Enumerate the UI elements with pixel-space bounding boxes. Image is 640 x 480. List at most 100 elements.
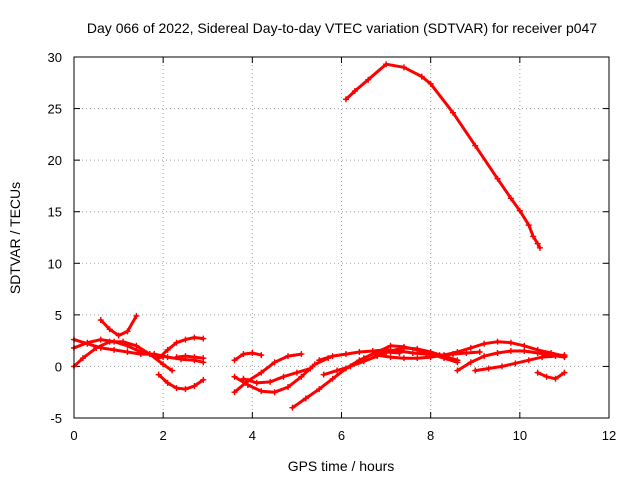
series-sat-t <box>342 61 543 251</box>
data-point <box>334 367 341 374</box>
x-tick-label: 12 <box>602 428 616 443</box>
data-point <box>133 342 140 349</box>
data-point <box>521 342 528 349</box>
data-point <box>454 359 461 366</box>
data-point <box>258 352 265 359</box>
data-point <box>347 363 354 370</box>
data-point <box>271 389 278 396</box>
data-point <box>191 383 198 390</box>
data-point <box>507 339 514 346</box>
data-point <box>231 357 238 364</box>
data-point <box>253 379 260 386</box>
data-point <box>418 73 425 80</box>
data-series <box>71 61 568 411</box>
series-line <box>291 350 401 410</box>
data-point <box>200 335 207 342</box>
series-sat-e <box>155 334 207 362</box>
data-point <box>356 348 363 355</box>
x-tick-label: 6 <box>338 428 345 443</box>
x-tick-label: 0 <box>70 428 77 443</box>
data-point <box>271 359 278 366</box>
data-point <box>383 61 390 68</box>
data-point <box>106 326 113 333</box>
series-line <box>536 371 566 381</box>
data-point <box>427 354 434 361</box>
data-point <box>454 367 461 374</box>
data-point <box>387 342 394 349</box>
data-point <box>258 369 265 376</box>
data-point <box>539 354 546 361</box>
data-point <box>414 346 421 353</box>
series-line <box>241 367 312 385</box>
data-point <box>173 354 180 361</box>
series-line <box>157 373 205 391</box>
data-point <box>316 357 323 364</box>
data-point <box>173 385 180 392</box>
data-point <box>494 338 501 345</box>
series-sat-d <box>97 312 140 339</box>
data-point <box>494 175 501 182</box>
data-point <box>414 355 421 362</box>
series-sat-j <box>231 355 332 396</box>
data-point <box>499 363 505 370</box>
data-point <box>164 346 171 353</box>
data-point <box>561 369 568 376</box>
x-tick-label: 2 <box>160 428 167 443</box>
y-tick-label: 10 <box>48 256 62 271</box>
data-point <box>342 351 349 358</box>
data-point <box>293 369 300 376</box>
data-point <box>481 353 488 360</box>
series-sat-p <box>374 338 568 362</box>
series-sat-o <box>360 342 461 366</box>
data-point <box>182 336 189 343</box>
y-tick-label: 0 <box>55 359 62 374</box>
data-point <box>476 348 483 355</box>
data-point <box>93 344 100 351</box>
data-point <box>106 338 113 345</box>
data-point <box>231 373 238 380</box>
data-point <box>400 343 407 350</box>
x-tick-label: 10 <box>513 428 527 443</box>
series-sat-f <box>155 371 207 393</box>
data-point <box>365 76 372 83</box>
data-point <box>200 355 207 362</box>
data-point <box>507 195 514 202</box>
series-sat-s <box>534 369 568 382</box>
data-point <box>516 207 523 214</box>
data-point <box>249 350 256 357</box>
data-point <box>267 378 274 385</box>
data-point <box>472 367 479 374</box>
series-sat-l <box>289 348 403 411</box>
data-point <box>298 373 305 380</box>
data-point <box>481 340 488 347</box>
data-point <box>231 389 238 396</box>
series-sat-k <box>240 365 314 386</box>
y-tick-label: 30 <box>48 50 62 65</box>
data-point <box>155 371 162 378</box>
data-point <box>329 375 336 382</box>
data-point <box>311 361 318 368</box>
data-point <box>530 233 537 240</box>
axis-ticks: 0 2 4 6 8 10 12 -5 0 5 10 15 20 25 30 <box>48 50 617 443</box>
x-axis-label: GPS time / hours <box>288 458 395 474</box>
data-point <box>485 365 492 372</box>
data-point <box>289 404 296 411</box>
data-point <box>342 96 349 103</box>
data-point <box>374 352 381 359</box>
data-point <box>534 350 541 357</box>
data-point <box>467 344 474 351</box>
data-point <box>155 355 162 362</box>
data-point <box>467 359 474 366</box>
data-point <box>160 361 167 368</box>
data-point <box>409 350 416 357</box>
data-point <box>111 346 118 353</box>
chart-title: Day 066 of 2022, Sidereal Day-to-day VTE… <box>87 20 597 36</box>
data-point <box>115 332 122 339</box>
y-tick-label: 5 <box>55 308 62 323</box>
data-point <box>494 350 501 357</box>
data-point <box>441 352 448 359</box>
data-point <box>525 357 532 364</box>
data-point <box>534 369 541 376</box>
data-point <box>320 371 327 378</box>
data-point <box>472 142 479 149</box>
